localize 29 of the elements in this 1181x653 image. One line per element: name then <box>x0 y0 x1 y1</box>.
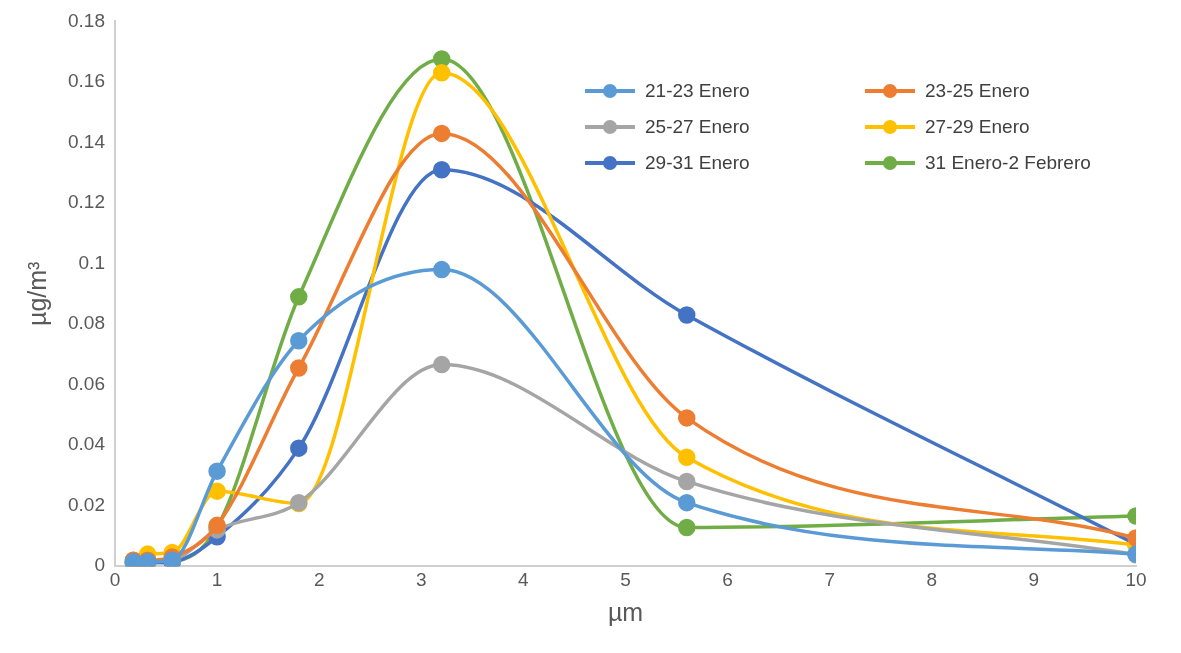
x-tick-label: 3 <box>416 568 427 590</box>
y-tick-label: 0 <box>94 554 105 576</box>
y-tick-label: 0.06 <box>68 372 105 394</box>
y-tick-label: 0.18 <box>68 9 105 31</box>
y-tick-label: 0.02 <box>68 493 105 515</box>
y-tick-label: 0.08 <box>68 312 105 334</box>
x-axis-title: µm <box>607 597 644 626</box>
x-tick-label: 1 <box>211 568 223 590</box>
legend-label: 29-31 Enero <box>645 152 750 174</box>
y-tick-label: 0.04 <box>68 433 106 455</box>
legend-label: 23-25 Enero <box>925 80 1030 102</box>
x-tick-label: 9 <box>1028 568 1040 590</box>
x-tick-label: 8 <box>926 568 938 590</box>
legend-label: 21-23 Enero <box>645 80 750 102</box>
x-tick-label: 5 <box>620 568 631 590</box>
legend-label: 27-29 Enero <box>925 116 1030 138</box>
y-axis-title: µg/m³ <box>22 261 51 326</box>
y-tick-label: 0.14 <box>68 130 106 152</box>
legend-label: 25-27 Enero <box>645 116 750 138</box>
x-tick-label: 7 <box>824 568 835 590</box>
legend-label: 31 Enero-2 Febrero <box>925 152 1091 174</box>
y-tick-label: 0.12 <box>68 191 105 213</box>
y-tick-label: 0.16 <box>68 70 105 92</box>
x-tick-label: 4 <box>518 568 530 590</box>
y-tick-label: 0.1 <box>78 251 105 273</box>
x-tick-label: 10 <box>1125 568 1147 590</box>
x-tick-label: 6 <box>722 568 733 590</box>
x-tick-label: 2 <box>313 568 325 590</box>
x-tick-label: 0 <box>109 568 121 590</box>
